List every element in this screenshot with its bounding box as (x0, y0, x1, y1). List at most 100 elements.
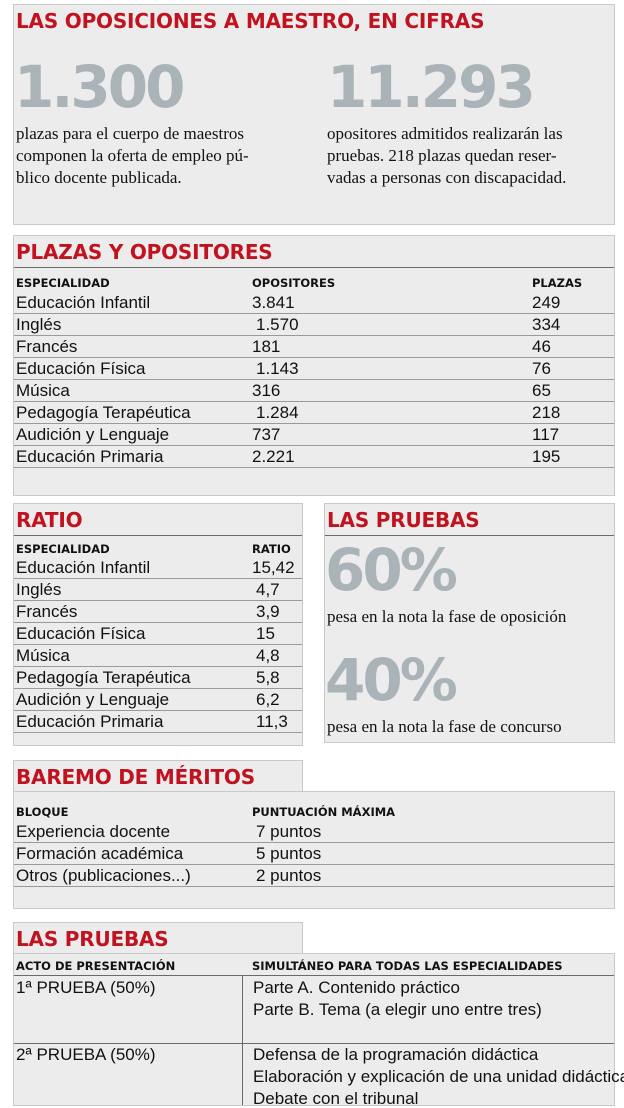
baremo-title: BAREMO DE MÉRITOS (16, 765, 255, 789)
table-row: Música 316 65 (14, 380, 614, 402)
baremo-cell-bloque: Formación académica (16, 844, 184, 863)
plazas-cell-opositores: 181 (252, 337, 281, 356)
plazas-cell-especialidad: Audición y Lenguaje (16, 425, 170, 444)
table-row: Formación académica 5 puntos (14, 843, 614, 865)
table-row: Educación Física 1.143 76 (14, 358, 614, 380)
table-row: Educación Primaria 11,3 (14, 711, 302, 733)
plazas-header-line (14, 267, 614, 268)
pruebas-items-1: Parte A. Contenido práctico Parte B. Tem… (253, 978, 542, 1019)
pruebas-column-divider (242, 975, 243, 1105)
ratio-header-ratio: RATIO (252, 542, 291, 556)
table-row: Audición y Lenguaje 6,2 (14, 689, 302, 711)
baremo-header-bloque: BLOQUE (16, 805, 69, 819)
baremo-header-puntuacion: PUNTUACIÓN MÁXIMA (252, 805, 396, 819)
table-row: Francés 181 46 (14, 336, 614, 358)
plazas-cell-plazas: 334 (532, 315, 561, 334)
plazas-cell-opositores: 3.841 (252, 293, 295, 312)
cifras-section: LAS OPOSICIONES A MAESTRO, EN CIFRAS 1.3… (13, 4, 615, 225)
pct-40-text: pesa en la nota la fase de concurso (327, 717, 562, 736)
plazas-cell-especialidad: Educación Física (16, 359, 146, 378)
table-row: 2ª PRUEBA (50%) Defensa de la programaci… (14, 1044, 624, 1108)
plazas-cell-plazas: 249 (532, 293, 561, 312)
plazas-section: PLAZAS Y OPOSITORES ESPECIALIDAD OPOSITO… (13, 235, 615, 496)
table-row: Inglés 1.570 334 (14, 314, 614, 336)
baremo-cell-bloque: Otros (publicaciones...) (16, 866, 191, 885)
pruebas-tabla-box: ACTO DE PRESENTACIÓN SIMULTÁNEO PARA TOD… (13, 953, 624, 1108)
baremo-table-box: BLOQUE PUNTUACIÓN MÁXIMA Experiencia doc… (13, 791, 615, 909)
table-row: Inglés 4,7 (14, 579, 302, 601)
table-row: Pedagogía Terapéutica 1.284 218 (14, 402, 614, 424)
ratio-title: RATIO (16, 508, 83, 532)
pruebas-pct-section: LAS PRUEBAS 60% pesa en la nota la fase … (324, 503, 615, 743)
table-row: Educación Infantil 3.841 249 (14, 292, 614, 314)
baremo-cell-bloque: Experiencia docente (16, 822, 171, 841)
pruebas-label-1: 1ª PRUEBA (50%) (16, 978, 156, 997)
plazas-cell-opositores: 1.143 (256, 359, 299, 378)
table-row: Audición y Lenguaje 737 117 (14, 424, 614, 446)
plazas-cell-opositores: 1.284 (256, 403, 299, 422)
ratio-cell-especialidad: Inglés (16, 580, 62, 599)
cifras-title: LAS OPOSICIONES A MAESTRO, EN CIFRAS (16, 9, 485, 33)
ratio-header-especialidad: ESPECIALIDAD (16, 542, 110, 556)
plazas-cell-plazas: 76 (532, 359, 551, 378)
ratio-header-line (14, 535, 302, 536)
pct-40: 40% (325, 646, 458, 714)
plazas-cell-opositores: 2.221 (252, 447, 295, 466)
pruebas-items-2: Defensa de la programación didáctica Ela… (253, 1045, 624, 1108)
ratio-cell-especialidad: Pedagogía Terapéutica (16, 668, 191, 687)
ratio-cell-ratio: 6,2 (256, 690, 280, 709)
table-row: Otros (publicaciones...) 2 puntos (14, 865, 614, 887)
plazas-cell-especialidad: Educación Primaria (16, 447, 164, 466)
plazas-cell-plazas: 218 (532, 403, 561, 422)
pruebas-tabla-section: LAS PRUEBAS ACTO DE PRESENTACIÓN SIMULTÁ… (13, 922, 624, 1108)
plazas-header-opositores: OPOSITORES (252, 276, 336, 290)
pruebas-label-2: 2ª PRUEBA (50%) (16, 1045, 156, 1064)
plazas-cell-plazas: 46 (532, 337, 551, 356)
table-row: Educación Infantil 15,42 (14, 557, 302, 579)
ratio-cell-ratio: 4,7 (256, 580, 280, 599)
baremo-cell-puntuacion: 7 puntos (256, 822, 322, 841)
cifras-left-text: plazas para el cuerpo de maestros compon… (16, 124, 249, 187)
pruebas-pct-title: LAS PRUEBAS (327, 508, 480, 532)
ratio-cell-ratio: 15 (256, 624, 275, 643)
table-row: Experiencia docente 7 puntos (14, 821, 614, 843)
ratio-cell-ratio: 11,3 (256, 712, 288, 731)
plazas-cell-especialidad: Pedagogía Terapéutica (16, 403, 191, 422)
baremo-title-box: BAREMO DE MÉRITOS (13, 760, 303, 792)
table-row: Educación Primaria 2.221 195 (14, 446, 614, 468)
table-row: Pedagogía Terapéutica 5,8 (14, 667, 302, 689)
plazas-cell-especialidad: Educación Infantil (16, 293, 151, 312)
pruebas-tabla-title: LAS PRUEBAS (16, 927, 169, 951)
ratio-cell-especialidad: Francés (16, 602, 78, 621)
plazas-cell-plazas: 195 (532, 447, 561, 466)
plazas-cell-especialidad: Inglés (16, 315, 62, 334)
pct-60-text: pesa en la nota la fase de oposición (327, 607, 567, 626)
ratio-cell-especialidad: Educación Primaria (16, 712, 164, 731)
ratio-cell-especialidad: Audición y Lenguaje (16, 690, 170, 709)
ratio-cell-ratio: 3,9 (256, 602, 280, 621)
pruebas-header-simultaneo: SIMULTÁNEO PARA TODAS LAS ESPECIALIDADES (252, 959, 563, 973)
plazas-cell-especialidad: Música (16, 381, 70, 400)
ratio-cell-ratio: 4,8 (256, 646, 280, 665)
cifras-right-text: opositores admitidos realizarán las prue… (327, 124, 567, 187)
ratio-cell-especialidad: Educación Infantil (16, 558, 151, 577)
plazas-cell-plazas: 65 (532, 381, 551, 400)
cifras-right-number: 11.293 (327, 53, 536, 121)
baremo-section: BAREMO DE MÉRITOS BLOQUE PUNTUACIÓN MÁXI… (13, 760, 615, 910)
pruebas-tabla-title-box: LAS PRUEBAS (13, 922, 303, 954)
plazas-title: PLAZAS Y OPOSITORES (16, 240, 273, 264)
baremo-cell-puntuacion: 2 puntos (256, 866, 322, 885)
pct-60: 60% (325, 536, 458, 604)
table-row: Educación Física 15 (14, 623, 302, 645)
plazas-cell-opositores: 737 (252, 425, 281, 444)
plazas-cell-especialidad: Francés (16, 337, 78, 356)
ratio-cell-especialidad: Educación Física (16, 624, 146, 643)
plazas-cell-plazas: 117 (532, 425, 560, 444)
table-row: 1ª PRUEBA (50%) Parte A. Contenido práct… (14, 976, 614, 1044)
ratio-section: RATIO ESPECIALIDAD RATIO Educación Infan… (13, 503, 303, 746)
plazas-header-plazas: PLAZAS (532, 276, 583, 290)
ratio-cell-especialidad: Música (16, 646, 70, 665)
plazas-header-especialidad: ESPECIALIDAD (16, 276, 110, 290)
table-row: Francés 3,9 (14, 601, 302, 623)
cifras-left-number: 1.300 (14, 53, 185, 121)
